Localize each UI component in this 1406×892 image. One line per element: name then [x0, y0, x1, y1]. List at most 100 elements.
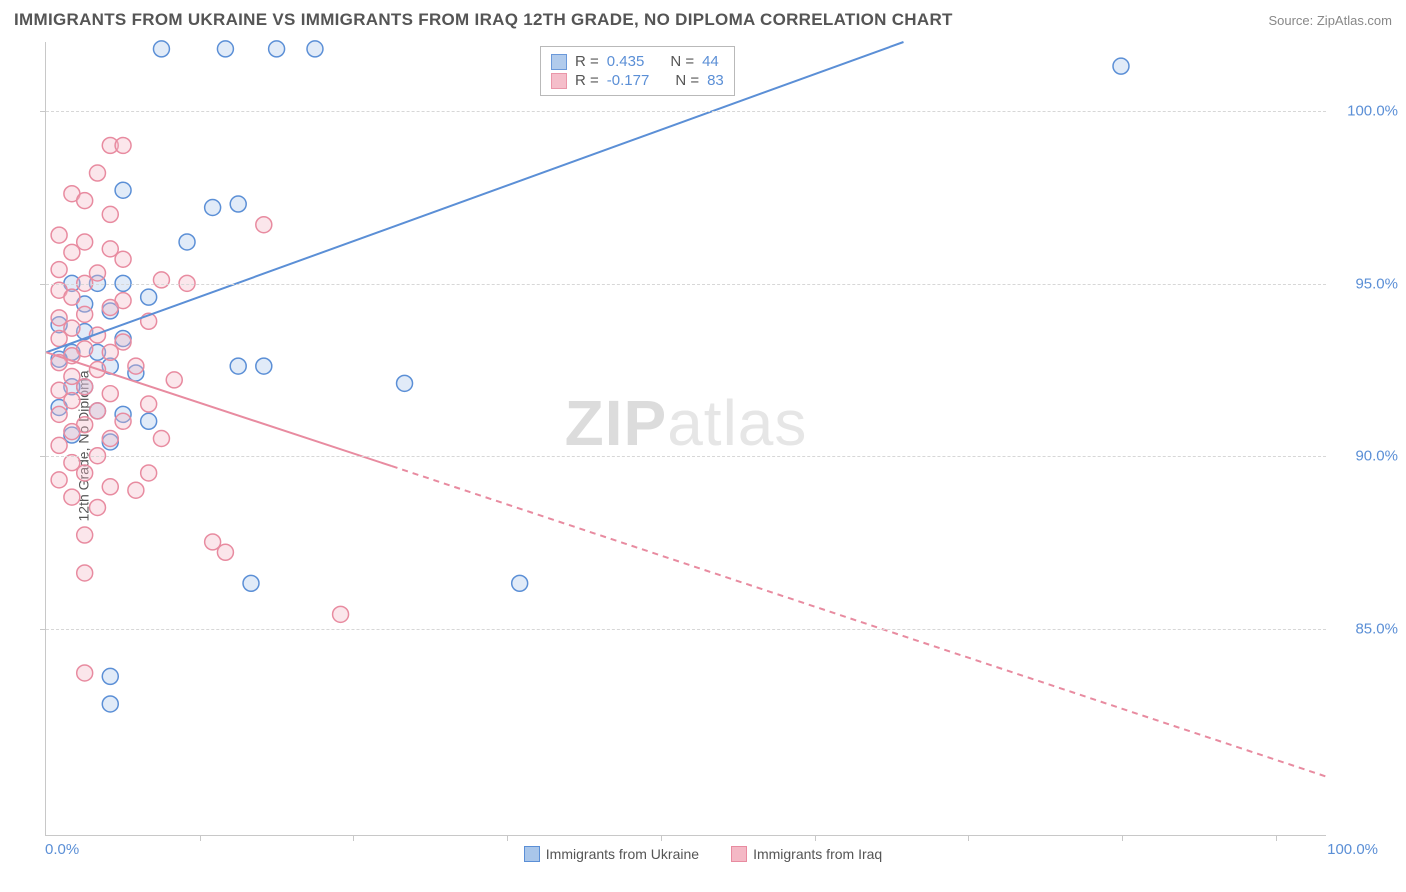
title-bar: IMMIGRANTS FROM UKRAINE VS IMMIGRANTS FR…: [14, 10, 1392, 30]
legend-label: Immigrants from Iraq: [753, 846, 882, 862]
plot-area: ZIPatlas R =0.435N =44R =-0.177N =83: [45, 42, 1326, 836]
scatter-point: [89, 403, 105, 419]
scatter-point: [153, 431, 169, 447]
scatter-point: [115, 137, 131, 153]
scatter-point: [89, 165, 105, 181]
x-tick: [1276, 835, 1277, 841]
scatter-point: [77, 193, 93, 209]
x-tick: [200, 835, 201, 841]
scatter-point: [51, 437, 67, 453]
x-tick: [815, 835, 816, 841]
scatter-point: [1113, 58, 1129, 74]
n-label: N =: [675, 72, 699, 89]
scatter-point: [397, 375, 413, 391]
y-tick: [40, 284, 46, 285]
scatter-point: [102, 206, 118, 222]
scatter-point: [77, 665, 93, 681]
legend-item: Immigrants from Ukraine: [524, 846, 699, 862]
scatter-point: [307, 41, 323, 57]
source-credit: Source: ZipAtlas.com: [1268, 13, 1392, 28]
r-value: 0.435: [607, 53, 645, 70]
scatter-point: [64, 289, 80, 305]
chart-svg: [46, 42, 1326, 835]
scatter-point: [153, 272, 169, 288]
scatter-point: [141, 396, 157, 412]
scatter-point: [51, 406, 67, 422]
bottom-legend: Immigrants from Ukraine Immigrants from I…: [0, 846, 1406, 862]
scatter-point: [51, 331, 67, 347]
scatter-point: [179, 234, 195, 250]
y-tick: [40, 456, 46, 457]
stats-legend-row: R = -0.177 N = 83: [551, 72, 724, 89]
r-label: R =: [575, 53, 599, 70]
scatter-point: [77, 465, 93, 481]
scatter-point: [128, 482, 144, 498]
scatter-point: [64, 489, 80, 505]
scatter-point: [217, 41, 233, 57]
scatter-point: [230, 196, 246, 212]
scatter-point: [256, 217, 272, 233]
y-tick-label: 95.0%: [1355, 275, 1398, 292]
scatter-point: [230, 358, 246, 374]
y-tick: [40, 111, 46, 112]
scatter-point: [512, 575, 528, 591]
scatter-point: [77, 379, 93, 395]
legend-swatch: [551, 73, 567, 89]
scatter-point: [243, 575, 259, 591]
chart-title: IMMIGRANTS FROM UKRAINE VS IMMIGRANTS FR…: [14, 10, 953, 30]
trend-line-dashed: [392, 466, 1326, 776]
legend-swatch: [524, 846, 540, 862]
scatter-point: [64, 244, 80, 260]
scatter-point: [141, 465, 157, 481]
scatter-point: [64, 424, 80, 440]
scatter-point: [102, 299, 118, 315]
scatter-point: [333, 606, 349, 622]
x-tick: [507, 835, 508, 841]
stats-legend: R = 0.435 N =44 R = -0.177 N = 83: [540, 46, 735, 96]
x-tick: [1122, 835, 1123, 841]
scatter-point: [64, 393, 80, 409]
scatter-point: [128, 358, 144, 374]
scatter-point: [77, 565, 93, 581]
scatter-point: [102, 479, 118, 495]
legend-swatch: [731, 846, 747, 862]
scatter-point: [205, 200, 221, 216]
scatter-point: [115, 413, 131, 429]
y-tick-label: 85.0%: [1355, 620, 1398, 637]
scatter-point: [51, 227, 67, 243]
x-tick: [353, 835, 354, 841]
gridline-h: [46, 629, 1326, 630]
scatter-point: [51, 472, 67, 488]
n-value: 83: [707, 72, 724, 89]
gridline-h: [46, 456, 1326, 457]
gridline-h: [46, 111, 1326, 112]
scatter-point: [115, 182, 131, 198]
scatter-point: [102, 431, 118, 447]
scatter-point: [77, 527, 93, 543]
legend-swatch: [551, 54, 567, 70]
scatter-point: [256, 358, 272, 374]
legend-item: Immigrants from Iraq: [731, 846, 882, 862]
source-prefix: Source:: [1268, 13, 1316, 28]
source-name: ZipAtlas.com: [1317, 13, 1392, 28]
stats-legend-row: R =0.435N =44: [551, 53, 724, 70]
scatter-point: [166, 372, 182, 388]
r-label: R =: [575, 72, 599, 89]
x-tick: [968, 835, 969, 841]
y-tick-label: 90.0%: [1355, 448, 1398, 465]
scatter-point: [102, 668, 118, 684]
scatter-point: [51, 262, 67, 278]
scatter-point: [153, 41, 169, 57]
y-tick: [40, 629, 46, 630]
n-value: 44: [702, 53, 719, 70]
scatter-point: [77, 306, 93, 322]
scatter-point: [269, 41, 285, 57]
x-tick: [661, 835, 662, 841]
r-value: -0.177: [607, 72, 650, 89]
scatter-point: [141, 413, 157, 429]
scatter-point: [102, 386, 118, 402]
scatter-point: [141, 289, 157, 305]
scatter-point: [102, 696, 118, 712]
gridline-h: [46, 284, 1326, 285]
scatter-point: [115, 251, 131, 267]
